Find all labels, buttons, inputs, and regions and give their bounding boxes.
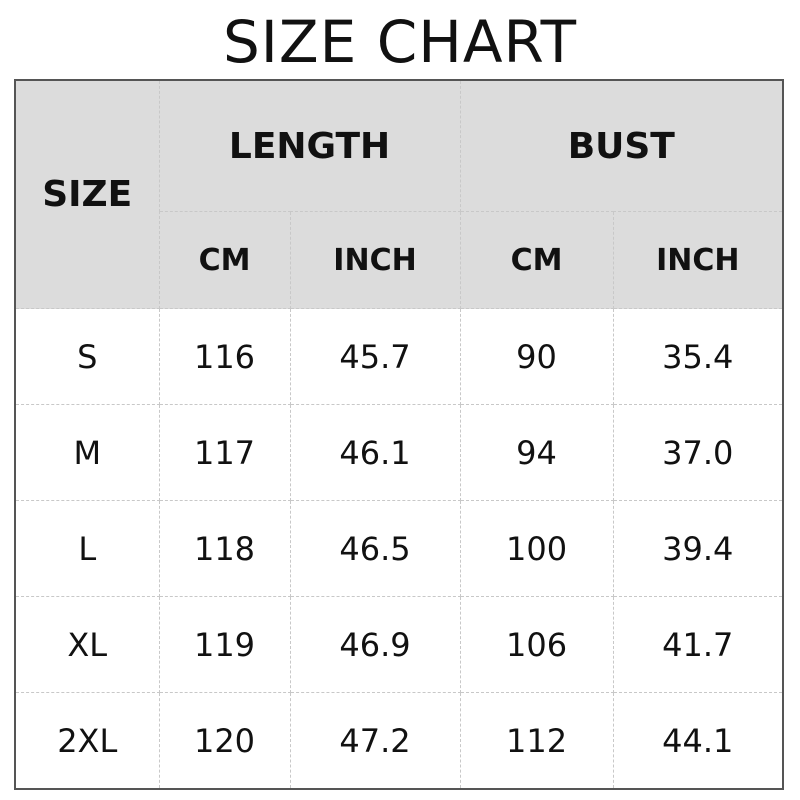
header-size: SIZE — [14, 79, 160, 309]
cell-bust-inch: 35.4 — [612, 308, 784, 405]
table-row: 2XL 120 47.2 112 44.1 — [14, 692, 784, 790]
cell-length-inch: 46.9 — [289, 596, 461, 693]
cell-bust-cm: 106 — [459, 596, 614, 693]
cell-length-inch: 46.1 — [289, 404, 461, 501]
cell-bust-cm: 100 — [459, 500, 614, 597]
cell-bust-inch: 39.4 — [612, 500, 784, 597]
cell-bust-cm: 94 — [459, 404, 614, 501]
table-row: L 118 46.5 100 39.4 — [14, 500, 784, 597]
table-row: M 117 46.1 94 37.0 — [14, 404, 784, 501]
cell-size: 2XL — [14, 692, 160, 790]
cell-size: S — [14, 308, 160, 405]
table-row: XL 119 46.9 106 41.7 — [14, 596, 784, 693]
size-chart-table: SIZE LENGTH BUST CM INCH CM INCH S 116 45.… — [14, 79, 785, 790]
cell-bust-inch: 41.7 — [612, 596, 784, 693]
cell-bust-inch: 44.1 — [612, 692, 784, 790]
header-bust-cm: CM — [459, 211, 614, 309]
cell-length-inch: 46.5 — [289, 500, 461, 597]
cell-size: M — [14, 404, 160, 501]
cell-bust-inch: 37.0 — [612, 404, 784, 501]
cell-length-cm: 116 — [158, 308, 291, 405]
cell-size: XL — [14, 596, 160, 693]
header-length-inch: INCH — [289, 211, 461, 309]
header-length: LENGTH — [158, 79, 461, 212]
cell-length-inch: 47.2 — [289, 692, 461, 790]
header-bust-inch: INCH — [612, 211, 784, 309]
cell-length-cm: 120 — [158, 692, 291, 790]
cell-length-cm: 119 — [158, 596, 291, 693]
table-row: S 116 45.7 90 35.4 — [14, 308, 784, 405]
header-bust: BUST — [459, 79, 784, 212]
page-title: SIZE CHART — [222, 8, 578, 76]
cell-bust-cm: 112 — [459, 692, 614, 790]
cell-size: L — [14, 500, 160, 597]
cell-length-cm: 117 — [158, 404, 291, 501]
cell-length-cm: 118 — [158, 500, 291, 597]
cell-bust-cm: 90 — [459, 308, 614, 405]
cell-length-inch: 45.7 — [289, 308, 461, 405]
header-length-cm: CM — [158, 211, 291, 309]
